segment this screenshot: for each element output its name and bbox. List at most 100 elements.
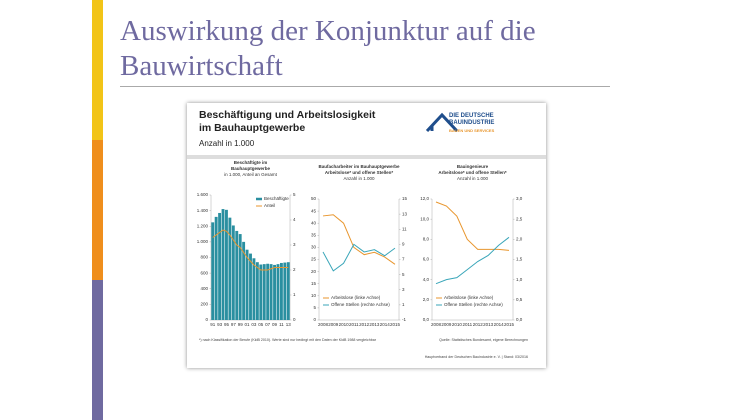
logo-icon — [425, 112, 459, 133]
bar — [259, 264, 263, 320]
bar — [235, 230, 239, 320]
y2-tick-label: 3,0 — [516, 196, 523, 201]
x-tick-label: 91 — [210, 322, 216, 327]
y-tick-label: 800 — [200, 255, 208, 260]
x-tick-label: 2009 — [328, 322, 339, 327]
y2-tick-label: 1,0 — [516, 277, 523, 282]
y-tick-label: 1.000 — [197, 239, 209, 244]
y2-tick-label: 0,5 — [516, 297, 523, 302]
x-tick-label: 2012 — [473, 322, 484, 327]
y2-tick-label: 5 — [293, 192, 296, 197]
line — [435, 201, 510, 251]
accent-bar — [92, 280, 103, 420]
footer: Hauptverband der Deutschen Bauindustrie … — [424, 355, 528, 359]
chart-image: Beschäftigung und Arbeitslosigkeit im Ba… — [187, 103, 546, 368]
x-tick-label: 13 — [286, 322, 292, 327]
legend-label: Arbeitslose (linke Achse) — [444, 295, 494, 300]
y2-tick-label: 3 — [293, 242, 296, 247]
y2-tick-label: 0,0 — [516, 317, 523, 322]
chart-title: Bauhauptgewerbe — [231, 166, 271, 171]
source: Quelle: Statistisches Bundesamt, eigene … — [439, 338, 528, 342]
x-tick-label: 2008 — [318, 322, 329, 327]
x-tick-label: 2014 — [494, 322, 505, 327]
bar — [221, 209, 225, 320]
y-tick-label: 5 — [313, 305, 316, 310]
bar — [262, 264, 266, 320]
x-tick-label: 2011 — [349, 322, 359, 327]
x-tick-label: 2009 — [441, 322, 452, 327]
bar — [249, 253, 252, 320]
image-title: Beschäftigung und Arbeitslosigkeit im Ba… — [199, 109, 376, 134]
bar — [286, 262, 290, 320]
line — [212, 229, 289, 271]
y2-tick-label: 1 — [402, 302, 405, 307]
bar — [283, 262, 287, 320]
chart-title: Bauingenieure — [457, 164, 489, 169]
bar — [273, 264, 276, 320]
logo-text: DIE DEUTSCHE — [449, 113, 494, 119]
x-tick-label: 93 — [217, 322, 223, 327]
bar — [255, 262, 259, 320]
legend-label: Anteil — [264, 203, 275, 208]
bar — [228, 217, 232, 320]
x-tick-label: 99 — [238, 322, 244, 327]
bar — [231, 225, 235, 320]
chart-subtitle: Anzahl in 1.000 — [457, 176, 489, 181]
x-tick-label: 2015 — [504, 322, 515, 327]
bar — [269, 264, 273, 320]
x-tick-label: 2012 — [359, 322, 370, 327]
bar — [242, 241, 246, 320]
slide-title: Auswirkung der Konjunktur auf die Bauwir… — [120, 15, 536, 82]
y2-tick-label: 2,5 — [516, 216, 523, 221]
y-tick-label: 0 — [205, 317, 208, 322]
bar — [214, 216, 218, 320]
y2-tick-label: 11 — [402, 226, 407, 231]
y-tick-label: 4,0 — [423, 277, 430, 282]
y2-tick-label: 0 — [293, 317, 296, 322]
bar — [245, 249, 249, 320]
y-tick-label: 0,0 — [423, 317, 430, 322]
footnote: *) nach Klassifikation der Berufe (KldB … — [199, 338, 376, 342]
line — [435, 236, 510, 285]
y2-tick-label: 3 — [402, 287, 405, 292]
y-tick-label: 0 — [313, 317, 316, 322]
y-tick-label: 10 — [311, 293, 317, 298]
x-tick-label: 97 — [231, 322, 237, 327]
band — [187, 155, 546, 159]
bar — [252, 258, 256, 320]
y2-tick-label: 2,0 — [516, 237, 523, 242]
line — [322, 243, 396, 272]
x-tick-label: 2011 — [462, 322, 472, 327]
logo-text: BAUEN UND SERVICES — [449, 128, 495, 133]
accent-bar — [92, 140, 103, 280]
y2-tick-label: 7 — [402, 257, 405, 262]
y-tick-label: 1.600 — [197, 192, 209, 197]
y2-tick-label: 4 — [293, 217, 296, 222]
y-tick-label: 25 — [311, 257, 317, 262]
chart-title: Arbeitslose* und offene Stellen* — [325, 170, 394, 175]
legend-label: Offene Stellen (rechte Achse) — [444, 302, 503, 307]
bar — [238, 234, 242, 320]
legend-label: Arbeitslose (linke Achse) — [331, 295, 381, 300]
x-tick-label: 11 — [279, 322, 284, 327]
x-tick-label: 2013 — [369, 322, 380, 327]
x-tick-label: 01 — [245, 322, 251, 327]
chart-title: Beschäftigte im — [234, 160, 268, 165]
accent-bar — [92, 0, 103, 140]
y-tick-label: 1.200 — [197, 223, 209, 228]
x-tick-label: 05 — [258, 322, 264, 327]
y2-tick-label: 13 — [402, 211, 408, 216]
y-tick-label: 1.400 — [197, 208, 209, 213]
y-tick-label: 2,0 — [423, 297, 430, 302]
x-tick-label: 2010 — [339, 322, 350, 327]
y-tick-label: 600 — [200, 270, 208, 275]
y2-tick-label: 1,5 — [516, 257, 523, 262]
chart-subtitle: Anzahl in 1.000 — [343, 176, 375, 181]
y2-tick-label: 5 — [402, 272, 405, 277]
x-tick-label: 2014 — [380, 322, 391, 327]
x-tick-label: 09 — [272, 322, 278, 327]
chart-subtitle: in 1.000, Anteil an Gesamt — [224, 172, 278, 177]
bar — [211, 222, 215, 320]
bar — [276, 264, 280, 320]
y2-tick-label: -1 — [402, 317, 406, 322]
